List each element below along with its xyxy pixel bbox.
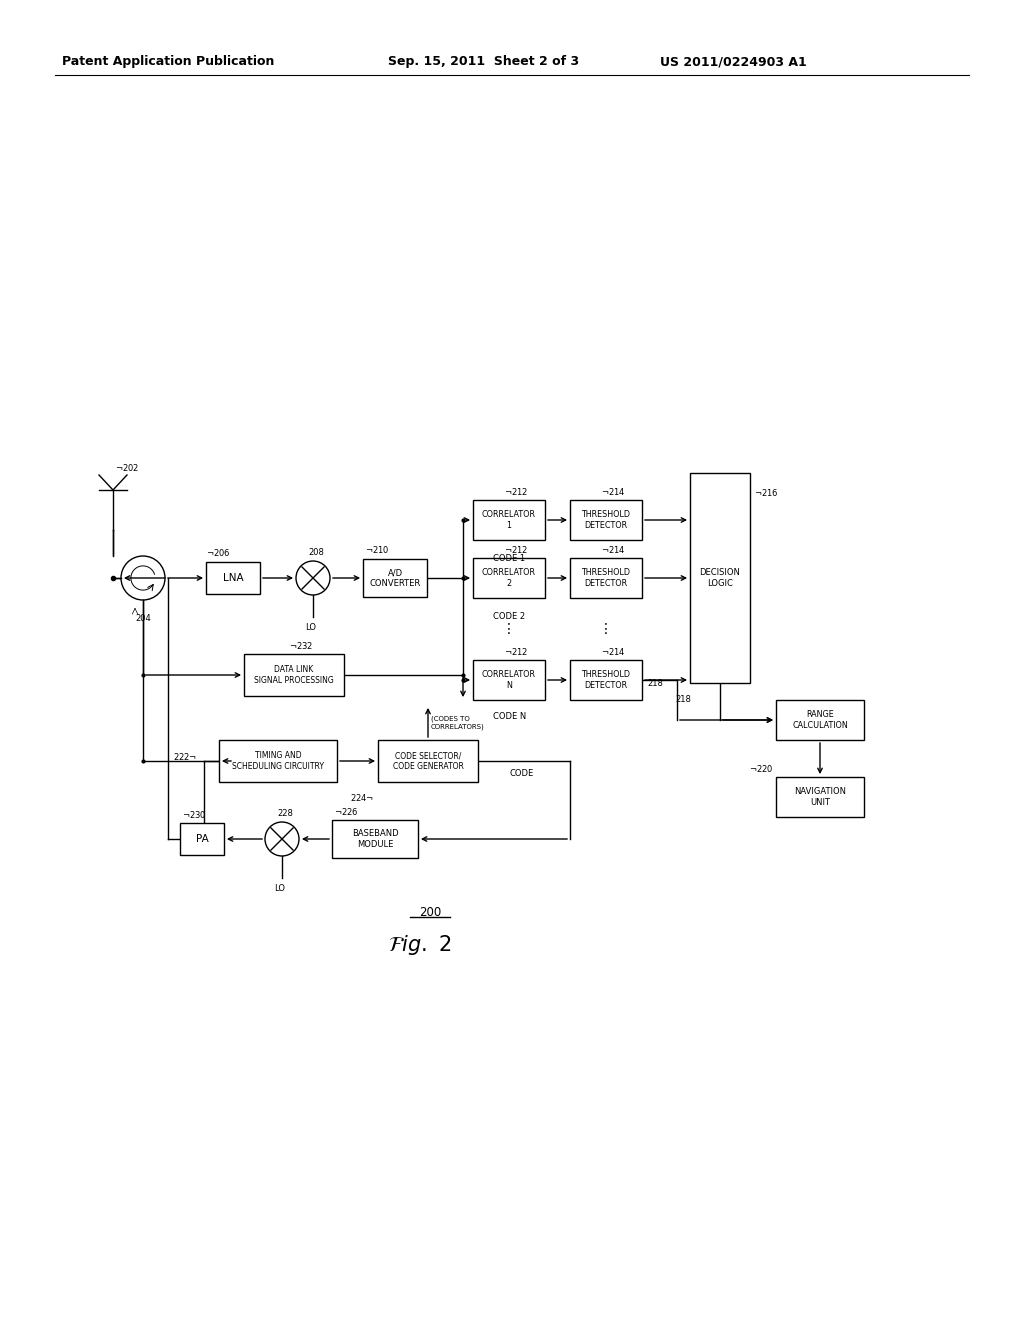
Text: 222$\neg$: 222$\neg$ [173, 751, 197, 762]
Text: US 2011/0224903 A1: US 2011/0224903 A1 [660, 55, 807, 69]
Bar [219, 741, 337, 781]
Text: Patent Application Publication: Patent Application Publication [62, 55, 274, 69]
Bar [473, 558, 545, 598]
Text: 228: 228 [278, 809, 293, 818]
Bar [776, 700, 864, 741]
Text: CORRELATOR
2: CORRELATOR 2 [482, 569, 536, 587]
Bar [473, 660, 545, 700]
Bar [570, 558, 642, 598]
Bar [206, 562, 260, 594]
Text: $\neg$220: $\neg$220 [749, 763, 773, 774]
Text: CODE: CODE [509, 770, 534, 777]
Text: $\neg$212: $\neg$212 [504, 544, 528, 554]
Text: $\neg$202: $\neg$202 [115, 462, 139, 473]
Text: 224$\neg$: 224$\neg$ [350, 792, 374, 803]
Text: CODE 1: CODE 1 [493, 554, 525, 564]
Text: $\neg$230: $\neg$230 [182, 809, 207, 820]
Text: 208: 208 [308, 548, 324, 557]
Bar [690, 473, 750, 682]
Text: LNA: LNA [222, 573, 244, 583]
Text: DATA LINK
SIGNAL PROCESSING: DATA LINK SIGNAL PROCESSING [254, 665, 334, 685]
Text: PA: PA [196, 834, 208, 843]
Text: 218: 218 [647, 678, 663, 688]
Text: DECISION
LOGIC: DECISION LOGIC [699, 569, 740, 587]
Text: ⋮: ⋮ [502, 622, 516, 636]
Bar [570, 660, 642, 700]
Text: CODE SELECTOR/
CODE GENERATOR: CODE SELECTOR/ CODE GENERATOR [392, 751, 464, 771]
Text: $\neg$210: $\neg$210 [365, 544, 389, 554]
Bar [473, 500, 545, 540]
Text: CORRELATOR
1: CORRELATOR 1 [482, 511, 536, 529]
Text: A/D
CONVERTER: A/D CONVERTER [370, 569, 421, 587]
Text: RANGE
CALCULATION: RANGE CALCULATION [793, 710, 848, 730]
Text: $\mathcal{F}ig.\ 2$: $\mathcal{F}ig.\ 2$ [388, 933, 452, 957]
Text: CODE 2: CODE 2 [493, 612, 525, 620]
Text: 200: 200 [419, 906, 441, 919]
Text: NAVIGATION
UNIT: NAVIGATION UNIT [794, 787, 846, 807]
Bar [362, 558, 427, 597]
Text: CODE N: CODE N [493, 711, 526, 721]
Text: $\neg$214: $\neg$214 [601, 544, 626, 554]
Text: $\neg$206: $\neg$206 [206, 546, 230, 558]
Text: $\neg$214: $\neg$214 [601, 645, 626, 657]
Text: Sep. 15, 2011  Sheet 2 of 3: Sep. 15, 2011 Sheet 2 of 3 [388, 55, 580, 69]
Text: (CODES TO
CORRELATORS): (CODES TO CORRELATORS) [431, 715, 484, 730]
Text: LO: LO [274, 884, 285, 894]
Bar [244, 653, 344, 696]
Bar [180, 822, 224, 855]
Text: $\neg$216: $\neg$216 [754, 487, 778, 499]
Bar [378, 741, 478, 781]
Text: LO: LO [305, 623, 316, 632]
Text: $\neg$212: $\neg$212 [504, 645, 528, 657]
Text: BASEBAND
MODULE: BASEBAND MODULE [351, 829, 398, 849]
Text: THRESHOLD
DETECTOR: THRESHOLD DETECTOR [582, 569, 631, 587]
Text: CORRELATOR
N: CORRELATOR N [482, 671, 536, 689]
Text: THRESHOLD
DETECTOR: THRESHOLD DETECTOR [582, 511, 631, 529]
Text: THRESHOLD
DETECTOR: THRESHOLD DETECTOR [582, 671, 631, 689]
Text: ⋮: ⋮ [599, 622, 613, 636]
Text: 218: 218 [675, 696, 691, 705]
Bar [570, 500, 642, 540]
Bar [332, 820, 418, 858]
Text: $\neg$214: $\neg$214 [601, 486, 626, 498]
Text: TIMING AND
SCHEDULING CIRCUITRY: TIMING AND SCHEDULING CIRCUITRY [232, 751, 324, 771]
Text: $\neg$226: $\neg$226 [334, 807, 358, 817]
Text: $\neg$212: $\neg$212 [504, 486, 528, 498]
Bar [776, 777, 864, 817]
Text: $\neg$232: $\neg$232 [289, 640, 313, 651]
Text: 204: 204 [135, 614, 151, 623]
